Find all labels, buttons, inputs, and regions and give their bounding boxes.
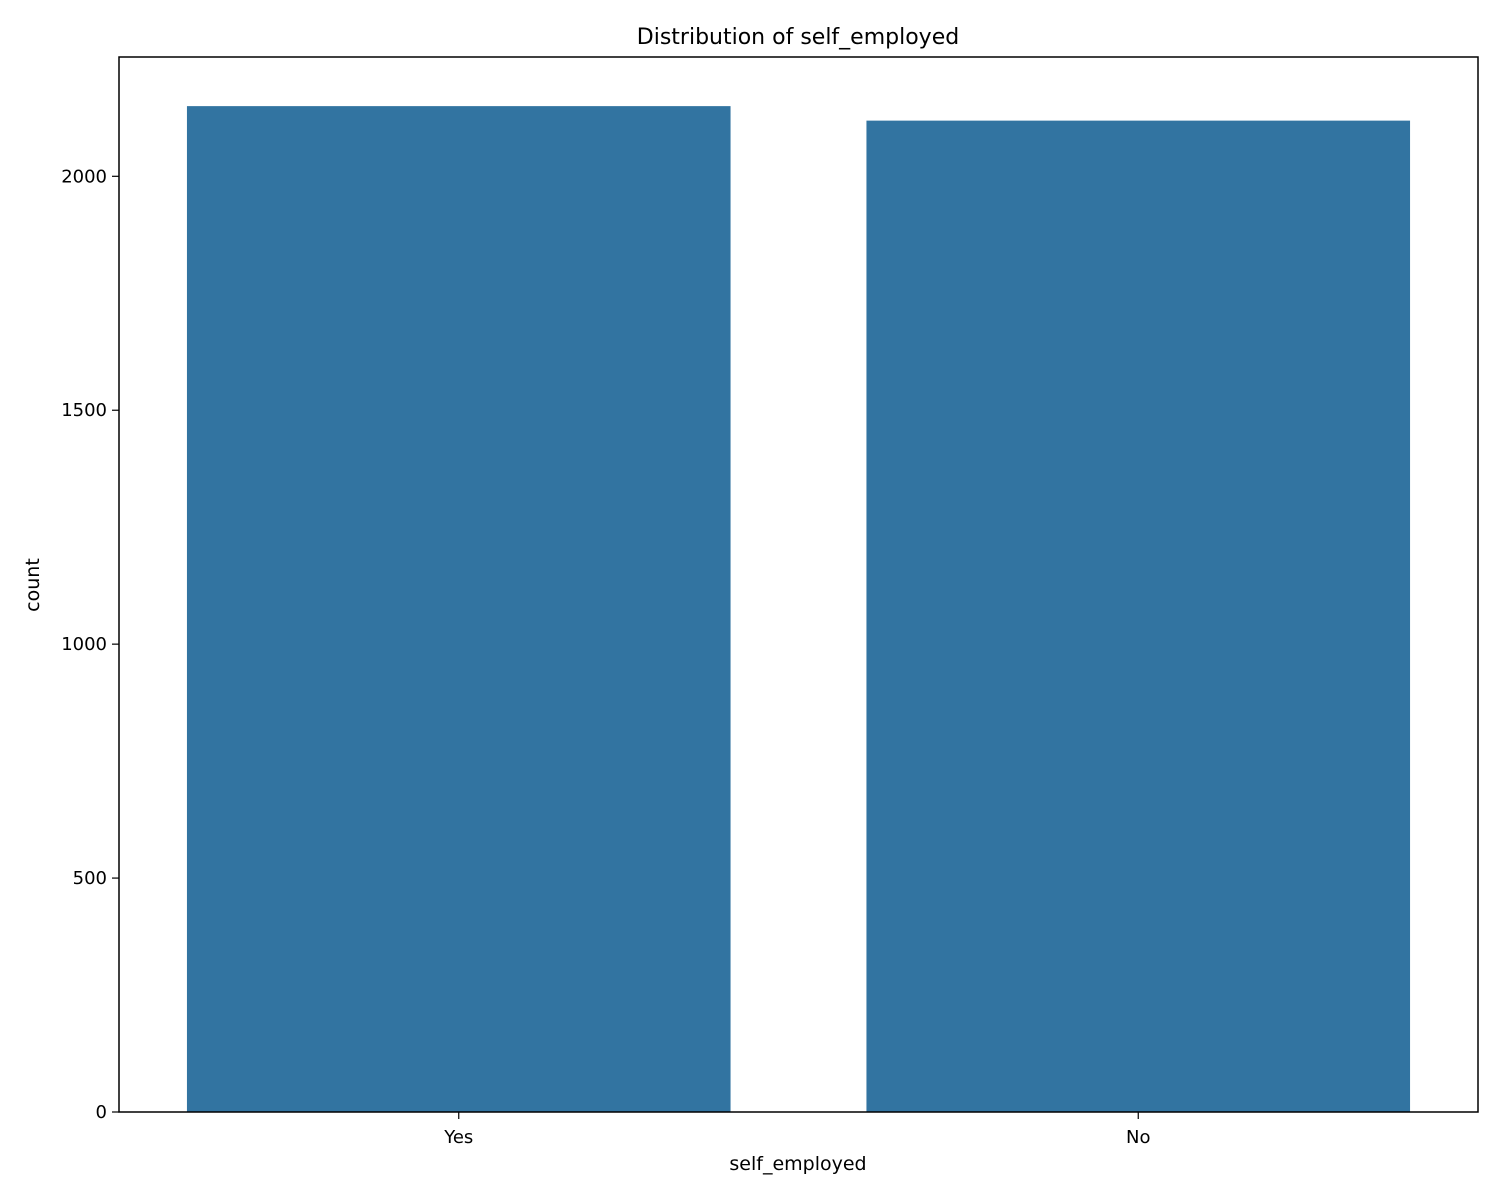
- y-tick-label: 1500: [61, 400, 107, 421]
- y-tick-label: 500: [73, 868, 107, 889]
- y-tick-label: 2000: [61, 166, 107, 187]
- y-axis-ticks: 0 500 1000 1500 2000: [61, 166, 119, 1123]
- y-tick-label: 0: [96, 1102, 107, 1123]
- bar-yes: [186, 106, 731, 1113]
- x-axis-label: self_employed: [729, 1153, 866, 1175]
- bar-no: [866, 120, 1411, 1112]
- bars-group: [186, 106, 1411, 1113]
- y-tick-label: 1000: [61, 634, 107, 655]
- y-axis-label: count: [22, 558, 44, 612]
- x-tick-label: No: [1126, 1127, 1150, 1148]
- x-axis-ticks: Yes No: [443, 1112, 1150, 1148]
- plot-frame: [118, 56, 1479, 1113]
- chart-title: Distribution of self_employed: [637, 25, 959, 50]
- x-tick-label: Yes: [443, 1127, 473, 1148]
